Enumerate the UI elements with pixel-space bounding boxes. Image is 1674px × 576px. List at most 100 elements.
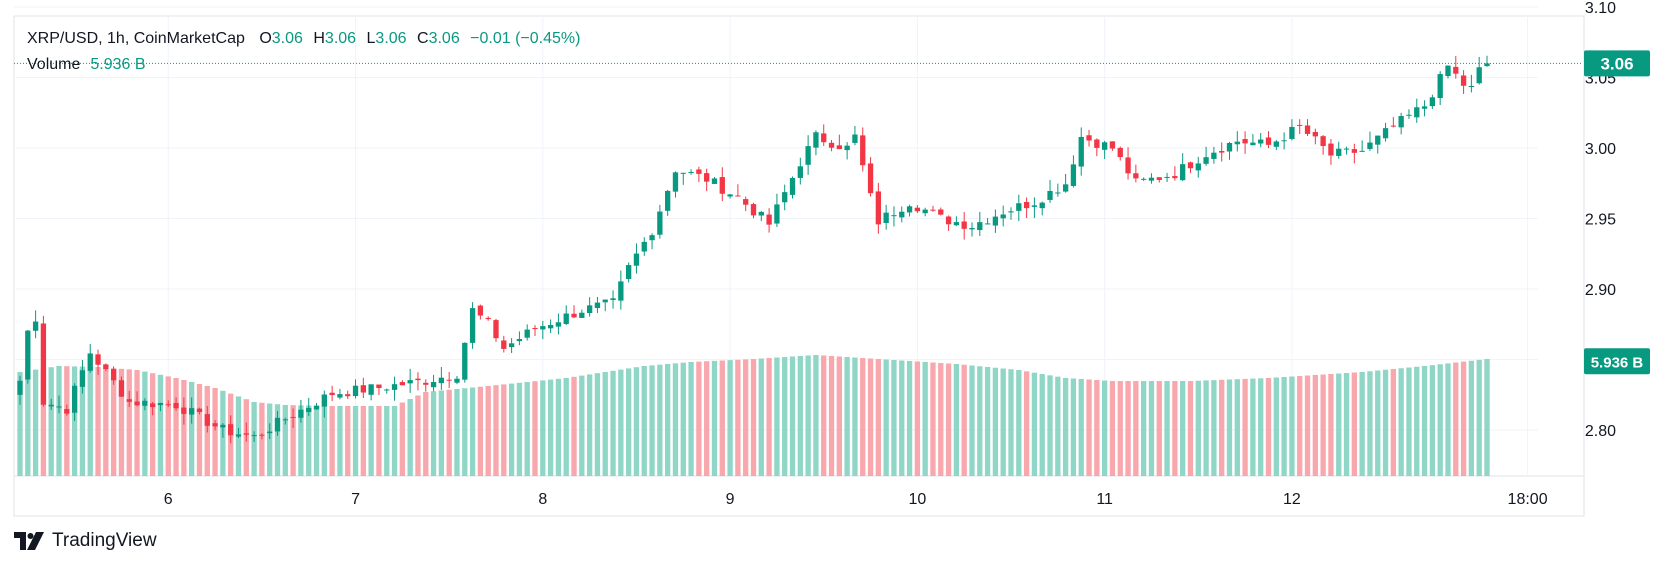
candle-body <box>508 343 515 348</box>
volume-bar <box>1468 360 1475 476</box>
candle-body <box>1460 75 1467 86</box>
volume-bar <box>87 366 93 476</box>
volume-bar <box>625 368 632 476</box>
candle-body <box>25 330 31 380</box>
volume-bar <box>797 356 803 476</box>
volume-bar <box>735 359 741 476</box>
brand-name: TradingView <box>52 530 157 551</box>
volume-bar <box>438 390 445 476</box>
candle-body <box>657 211 663 235</box>
candle-body <box>867 163 874 194</box>
candle-body <box>625 265 632 279</box>
time-tick-label: 6 <box>164 491 173 508</box>
volume-bar <box>110 368 117 476</box>
candle-body <box>1390 125 1397 127</box>
volume-bar <box>181 380 187 476</box>
volume-bar <box>259 402 265 476</box>
candle-body <box>899 211 905 218</box>
volume-bar <box>743 359 749 476</box>
candle-body <box>665 190 671 211</box>
candle-body <box>1180 164 1186 181</box>
candle-body <box>282 419 288 421</box>
candle-body <box>415 378 421 381</box>
volume-bar <box>48 367 54 476</box>
candle-body <box>110 369 117 381</box>
volume-bar <box>774 357 780 476</box>
price-tick-label: 2.80 <box>1585 423 1616 440</box>
candle-body <box>1008 211 1014 213</box>
volume-bar <box>274 404 281 476</box>
candle-body <box>368 384 374 395</box>
volume-bar <box>1367 371 1373 476</box>
candle-body <box>805 146 811 165</box>
tradingview-logo-icon <box>14 532 44 550</box>
candle-body <box>1219 150 1225 153</box>
volume-bar <box>282 405 288 476</box>
candle-body <box>126 399 132 402</box>
candle-body <box>1047 191 1053 200</box>
candle-body <box>1297 124 1303 126</box>
candle-body <box>766 214 772 225</box>
volume-bar <box>1429 365 1436 476</box>
candle-body <box>1304 125 1311 134</box>
close-value: 3.06 <box>428 30 460 47</box>
candle-body <box>906 206 913 213</box>
candle-body <box>1062 184 1069 192</box>
volume-bar <box>173 378 179 476</box>
candle-body <box>243 433 249 435</box>
volume-bar <box>399 402 406 476</box>
candle-body <box>852 134 858 143</box>
candle-body <box>516 339 523 342</box>
volume-bar <box>579 375 585 476</box>
candle-body <box>32 321 39 331</box>
volume-bar <box>641 366 647 476</box>
candle-body <box>641 241 647 252</box>
symbol-label[interactable]: XRP/USD, 1h, CoinMarketCap <box>27 30 245 47</box>
volume-bar <box>571 376 577 476</box>
candle-body <box>1211 152 1217 159</box>
candle-body <box>1429 97 1436 107</box>
volume-bar <box>126 369 132 476</box>
volume-bar <box>1031 372 1038 476</box>
candle-body <box>1094 139 1100 148</box>
volume-bar <box>906 361 913 476</box>
volume-bar <box>368 406 374 476</box>
volume-bar <box>189 382 195 476</box>
volume-bar <box>1375 370 1381 476</box>
volume-bar <box>1273 377 1279 476</box>
candle-body <box>173 402 179 409</box>
volume-bar <box>1164 381 1170 476</box>
price-tick-label: 3.10 <box>1585 0 1616 17</box>
candle-body <box>977 222 983 231</box>
volume-bar <box>1265 378 1272 476</box>
volume-bar <box>1219 379 1225 476</box>
candle-body <box>1476 67 1482 84</box>
volume-bar <box>563 378 569 476</box>
volume-bar <box>352 406 359 476</box>
candle-body <box>844 145 850 151</box>
volume-bar <box>407 399 413 476</box>
candle-body <box>1133 173 1139 179</box>
candle-body <box>532 328 538 330</box>
candle-body <box>430 382 437 388</box>
volume-bar <box>1226 379 1233 476</box>
tradingview-brand[interactable]: TradingView <box>14 530 157 552</box>
time-tick-label: 9 <box>726 491 735 508</box>
candle-body <box>1226 142 1233 152</box>
volume-bar <box>1406 367 1412 476</box>
candle-body <box>680 172 686 174</box>
price-badge-label: 3.06 <box>1600 54 1633 73</box>
candle-body <box>930 209 936 211</box>
candle-body <box>883 212 889 223</box>
volume-bar <box>134 370 140 476</box>
volume-label[interactable]: Volume <box>27 56 81 73</box>
volume-bar <box>290 405 296 476</box>
volume-bar <box>71 366 78 476</box>
high-value: 3.06 <box>324 30 357 47</box>
volume-bar <box>17 372 23 476</box>
candle-body <box>157 402 164 406</box>
volume-bar <box>1023 371 1030 476</box>
candle-body <box>1367 142 1373 149</box>
